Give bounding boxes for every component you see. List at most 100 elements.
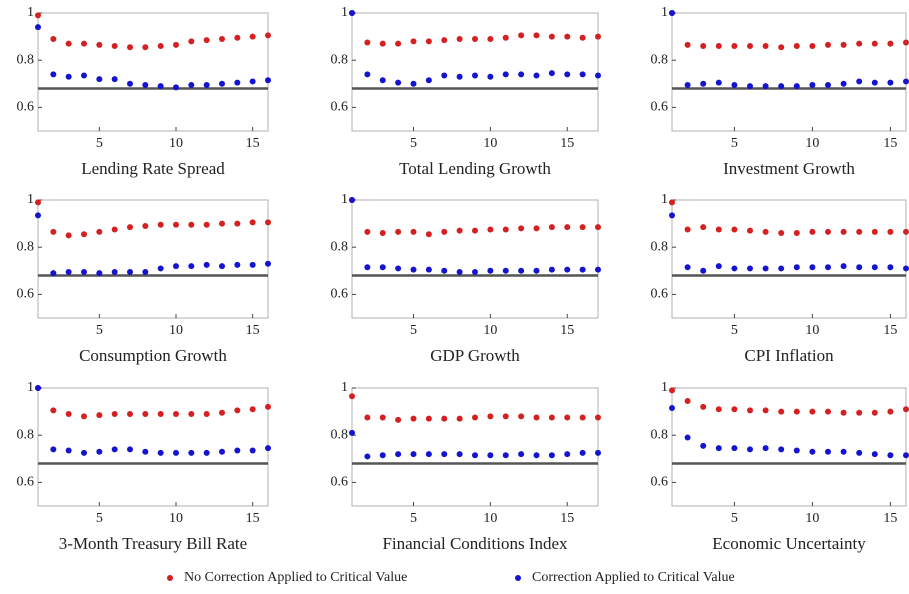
point bbox=[111, 268, 118, 275]
point bbox=[502, 226, 509, 233]
point bbox=[747, 265, 753, 272]
y-tick-label: 1 bbox=[27, 192, 34, 207]
point bbox=[65, 73, 72, 80]
point bbox=[410, 38, 417, 45]
y-tick-label: 1 bbox=[341, 192, 348, 207]
point bbox=[364, 228, 371, 235]
point bbox=[188, 263, 195, 270]
axes-box bbox=[37, 387, 269, 507]
point bbox=[533, 225, 540, 232]
point bbox=[173, 221, 179, 228]
point bbox=[157, 265, 164, 272]
axes-box bbox=[37, 199, 269, 319]
point bbox=[96, 76, 103, 83]
point bbox=[548, 70, 555, 77]
point bbox=[188, 38, 195, 45]
point bbox=[684, 226, 691, 233]
point bbox=[856, 449, 863, 456]
point bbox=[472, 452, 478, 459]
point bbox=[564, 71, 571, 78]
point bbox=[715, 263, 722, 270]
point bbox=[441, 72, 448, 79]
point bbox=[349, 197, 355, 203]
point bbox=[111, 76, 118, 83]
point bbox=[249, 78, 256, 85]
point bbox=[825, 264, 831, 271]
x-tick-label: 15 bbox=[883, 511, 897, 526]
point bbox=[349, 10, 355, 16]
point bbox=[778, 265, 785, 272]
point bbox=[441, 228, 448, 235]
point bbox=[487, 226, 494, 233]
point bbox=[595, 414, 601, 421]
x-tick-label: 15 bbox=[246, 323, 260, 338]
point bbox=[793, 83, 800, 90]
point bbox=[265, 445, 271, 452]
point bbox=[669, 405, 675, 412]
point bbox=[441, 451, 448, 458]
point bbox=[81, 449, 87, 456]
legend-label: Correction Applied to Critical Value bbox=[532, 570, 735, 585]
point bbox=[219, 448, 225, 455]
point bbox=[472, 414, 478, 421]
point bbox=[379, 452, 386, 459]
y-tick-label: 1 bbox=[341, 5, 348, 20]
point bbox=[533, 267, 540, 274]
point bbox=[364, 264, 371, 271]
point bbox=[856, 40, 863, 47]
point bbox=[825, 41, 831, 48]
point bbox=[762, 445, 769, 452]
point bbox=[502, 267, 509, 274]
point bbox=[203, 221, 210, 228]
point bbox=[96, 412, 103, 419]
point bbox=[456, 451, 463, 458]
point bbox=[887, 264, 894, 271]
point bbox=[684, 41, 691, 48]
point bbox=[840, 80, 847, 87]
point bbox=[700, 80, 707, 87]
point bbox=[731, 406, 738, 413]
point bbox=[203, 37, 210, 44]
point bbox=[715, 445, 722, 452]
point bbox=[142, 222, 149, 229]
point bbox=[173, 41, 179, 48]
point bbox=[234, 79, 241, 86]
point bbox=[747, 227, 753, 234]
point bbox=[548, 452, 555, 459]
point bbox=[111, 446, 118, 453]
point bbox=[349, 429, 355, 436]
point bbox=[249, 219, 256, 226]
point bbox=[825, 81, 831, 88]
point bbox=[65, 447, 72, 454]
point bbox=[856, 78, 863, 85]
point bbox=[425, 415, 432, 422]
point bbox=[157, 221, 164, 228]
y-tick-label: 0.8 bbox=[651, 52, 669, 67]
point bbox=[410, 228, 417, 235]
x-tick-label: 5 bbox=[410, 136, 417, 151]
y-tick-label: 0.6 bbox=[331, 475, 349, 490]
x-tick-label: 15 bbox=[560, 323, 574, 338]
point bbox=[410, 266, 417, 273]
panel: 0.60.815 10 153-Month Treasury Bill Rate bbox=[17, 380, 271, 553]
point bbox=[903, 78, 909, 85]
point bbox=[35, 212, 41, 219]
point bbox=[456, 268, 463, 275]
point bbox=[111, 43, 118, 50]
point bbox=[809, 228, 816, 235]
point bbox=[548, 33, 555, 40]
y-tick-label: 0.8 bbox=[17, 239, 35, 254]
point bbox=[747, 446, 753, 453]
axes-box bbox=[351, 387, 599, 507]
point bbox=[410, 80, 417, 87]
point bbox=[127, 268, 133, 275]
point bbox=[595, 72, 601, 79]
y-tick-label: 1 bbox=[661, 192, 668, 207]
point bbox=[142, 44, 149, 51]
point bbox=[871, 79, 878, 86]
x-tick-label: 10 bbox=[805, 136, 819, 151]
point bbox=[81, 413, 87, 420]
